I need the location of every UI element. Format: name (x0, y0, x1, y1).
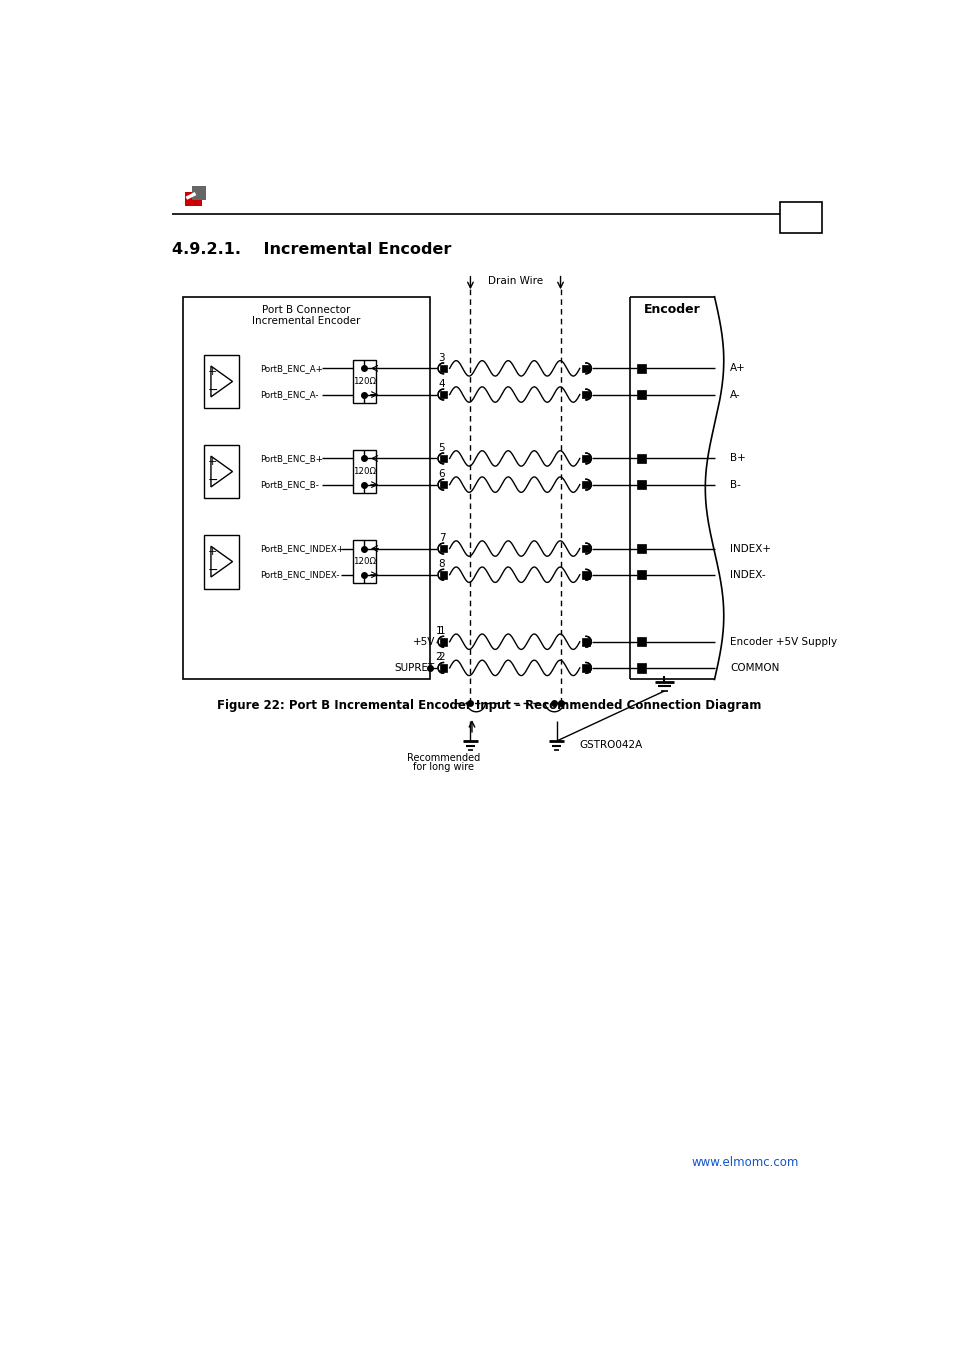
Bar (193, 186, 206, 200)
Text: 120Ω: 120Ω (353, 467, 375, 477)
Bar (439, 364, 447, 373)
Bar (439, 664, 447, 672)
Bar (636, 363, 645, 373)
Bar (439, 544, 447, 552)
Bar (636, 663, 645, 672)
Text: 8: 8 (438, 559, 445, 568)
Text: 5: 5 (438, 443, 445, 452)
Text: 3: 3 (438, 352, 445, 363)
Text: PortB_ENC_B-: PortB_ENC_B- (260, 481, 318, 489)
Text: 7: 7 (438, 533, 445, 543)
Text: Figure 22: Port B Incremental Encoder Input – Recommended Connection Diagram: Figure 22: Port B Incremental Encoder In… (216, 699, 760, 711)
Text: www.elmomc.com: www.elmomc.com (691, 1157, 799, 1169)
Text: +5V: +5V (413, 637, 435, 647)
Text: Encoder: Encoder (643, 304, 700, 316)
Text: 2: 2 (438, 652, 445, 662)
Text: −: − (207, 474, 218, 487)
Text: 1: 1 (438, 626, 445, 636)
Bar (581, 364, 589, 373)
Text: PortB_ENC_INDEX-: PortB_ENC_INDEX- (260, 570, 339, 579)
Bar (439, 637, 447, 645)
Bar (183, 297, 429, 679)
Text: −: − (207, 564, 218, 578)
Text: 1: 1 (436, 626, 442, 636)
Bar (581, 571, 589, 579)
Text: GSTRO042A: GSTRO042A (579, 740, 642, 749)
Bar (204, 535, 239, 589)
Bar (581, 637, 589, 645)
Text: +: + (207, 547, 216, 558)
Text: SUPRET: SUPRET (395, 663, 435, 672)
Text: A+: A+ (729, 363, 745, 374)
Bar (204, 444, 239, 498)
Bar (185, 192, 201, 207)
Text: PortB_ENC_B+: PortB_ENC_B+ (260, 454, 323, 463)
Text: INDEX-: INDEX- (729, 570, 764, 579)
Bar (353, 540, 375, 583)
Text: Encoder +5V Supply: Encoder +5V Supply (729, 637, 836, 647)
Text: 120Ω: 120Ω (353, 377, 375, 386)
Bar (636, 481, 645, 489)
Text: Incremental Encoder: Incremental Encoder (252, 316, 360, 325)
Text: 2: 2 (436, 652, 442, 662)
Bar (204, 355, 239, 409)
Bar (439, 390, 447, 398)
Bar (636, 570, 645, 579)
Text: PortB_ENC_A-: PortB_ENC_A- (260, 390, 318, 400)
Text: B+: B+ (729, 454, 745, 463)
Bar (581, 544, 589, 552)
Text: PortB_ENC_A+: PortB_ENC_A+ (260, 364, 323, 373)
Bar (636, 637, 645, 647)
Text: Drain Wire: Drain Wire (487, 275, 542, 286)
Text: 120Ω: 120Ω (353, 558, 375, 566)
Text: PortB_ENC_INDEX+: PortB_ENC_INDEX+ (260, 544, 344, 554)
Bar (439, 455, 447, 462)
Bar (581, 455, 589, 462)
Text: 4: 4 (438, 379, 445, 389)
Text: A-: A- (729, 390, 740, 400)
Text: +: + (207, 367, 216, 377)
Bar (581, 481, 589, 489)
Bar (581, 390, 589, 398)
Text: Port B Connector: Port B Connector (262, 305, 351, 315)
Bar (439, 571, 447, 579)
Text: −: − (207, 385, 218, 397)
Text: INDEX+: INDEX+ (729, 544, 770, 554)
Text: for long wire: for long wire (413, 763, 474, 772)
Text: Recommended: Recommended (406, 753, 479, 763)
Bar (636, 390, 645, 400)
Text: COMMON: COMMON (729, 663, 779, 672)
Text: B-: B- (729, 479, 740, 490)
Bar (636, 454, 645, 463)
Bar (439, 481, 447, 489)
Text: 6: 6 (438, 468, 445, 479)
Text: 4.9.2.1.    Incremental Encoder: 4.9.2.1. Incremental Encoder (172, 242, 451, 256)
Text: +: + (207, 458, 216, 467)
Bar (581, 664, 589, 672)
Bar (353, 451, 375, 493)
Bar (636, 544, 645, 554)
Bar (353, 360, 375, 402)
Bar (780, 202, 821, 232)
